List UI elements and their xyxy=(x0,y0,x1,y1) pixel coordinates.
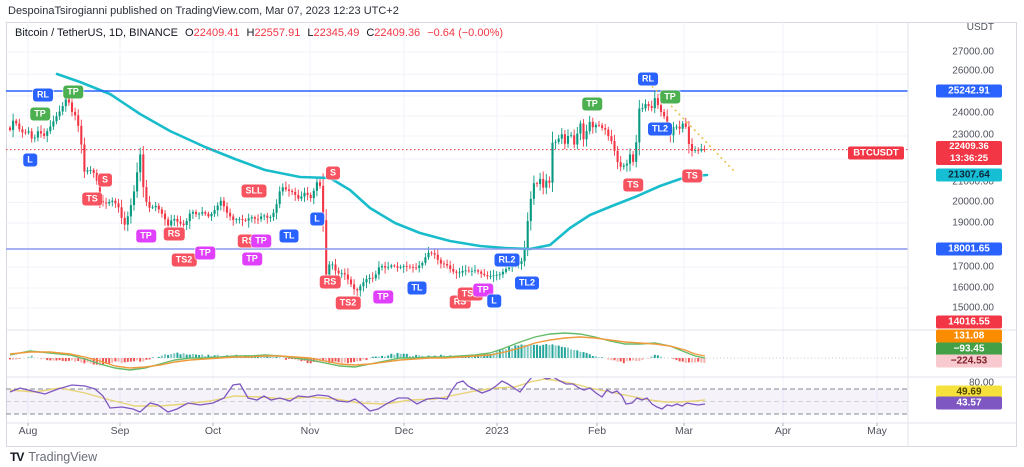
chart-label-ts2[interactable]: TS2 xyxy=(335,296,361,310)
chart-label-rs[interactable]: RS xyxy=(319,275,341,289)
stoch-k-line[interactable] xyxy=(9,376,706,413)
chart-label-s[interactable]: S xyxy=(325,166,341,180)
grid-lines xyxy=(6,22,908,423)
chart-label-tp[interactable]: TP xyxy=(582,97,602,111)
chart-label-tp[interactable]: TP xyxy=(136,229,156,243)
chart-label-l[interactable]: L xyxy=(23,153,37,167)
chart-label-l[interactable]: L xyxy=(487,294,501,308)
tradingview-logo-icon: TV xyxy=(10,450,24,464)
chart-label-tl2[interactable]: TL2 xyxy=(514,276,540,290)
chart-label-tp[interactable]: TP xyxy=(251,234,271,248)
chart-label-rl2[interactable]: RL2 xyxy=(494,253,520,267)
chart-label-tl[interactable]: TL xyxy=(279,229,299,243)
chart-label-tp[interactable]: TP xyxy=(242,252,262,266)
stoch-pane[interactable] xyxy=(6,376,908,415)
chart-label-rl[interactable]: RL xyxy=(638,72,658,86)
chart-label-ts[interactable]: TS xyxy=(682,169,702,183)
macd-signal-line[interactable] xyxy=(9,336,706,369)
chart-label-tl[interactable]: TL xyxy=(407,281,427,295)
chart-label-l[interactable]: L xyxy=(310,212,324,226)
chart-label-tp[interactable]: TP xyxy=(63,85,83,99)
moving-average-line[interactable] xyxy=(55,72,709,251)
tradingview-logo[interactable]: TV TradingView xyxy=(10,450,97,464)
chart-label-ts[interactable]: TS xyxy=(623,178,643,192)
chart-label-tp[interactable]: TP xyxy=(30,107,50,121)
tradingview-logo-text: TradingView xyxy=(28,450,98,464)
chart-label-sll[interactable]: SLL xyxy=(241,184,267,198)
chart-label-s[interactable]: S xyxy=(97,173,113,187)
chart-label-tp[interactable]: TP xyxy=(473,283,493,297)
macd-pane[interactable] xyxy=(6,332,908,371)
chart-label-rl[interactable]: RL xyxy=(33,88,53,102)
chart-label-rs[interactable]: RS xyxy=(163,227,185,241)
stoch-d-line[interactable] xyxy=(9,378,706,407)
chart-label-ts[interactable]: TS xyxy=(82,192,102,206)
chart-label-tp[interactable]: TP xyxy=(373,290,393,304)
chart-label-tp[interactable]: TP xyxy=(195,246,215,260)
chart-label-tp[interactable]: TP xyxy=(660,90,680,104)
publish-header: DespoinaTsirogianni published on Trading… xyxy=(8,5,399,17)
chart-label-tl2[interactable]: TL2 xyxy=(647,122,673,136)
candlestick-series xyxy=(8,90,706,297)
pane-separators xyxy=(6,22,1017,447)
chart-label-ts2[interactable]: TS2 xyxy=(171,253,197,267)
